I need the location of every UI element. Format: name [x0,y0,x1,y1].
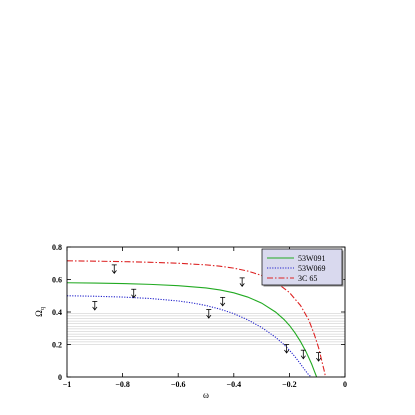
series-line-1 [66,295,312,378]
x-tick-label: −0.6 [171,380,186,389]
x-tick-label: −0.2 [282,380,297,389]
upper-limit-arrow [220,296,226,307]
series-layer [66,260,327,378]
x-tick-label: 0 [343,380,347,389]
upper-limit-arrow [239,277,245,288]
upper-limit-arrow [300,349,306,360]
upper-limit-arrow [206,309,212,319]
y-axis-label: Ωq [34,307,46,317]
upper-limit-arrow [316,352,322,362]
y-axis-label-main: Ω [34,310,44,317]
y-tick-label: 0.2 [52,341,62,350]
legend-box [261,248,343,286]
legend-label-2: 3C 65 [298,274,317,283]
upper-limit-arrow [284,344,290,354]
upper-limit-arrow [131,288,137,299]
x-tick-label: −0.4 [227,380,242,389]
y-tick-label: 0 [58,373,62,382]
upper-limit-arrow [92,301,98,311]
axis-ticks [66,246,346,378]
series-line-2 [66,260,327,378]
x-axis-label: ω [203,390,209,400]
legend-label-1: 53W069 [298,264,326,273]
x-tick-label: −1 [63,380,72,389]
series-line-0 [66,282,318,378]
tick-labels: −1 −0.8 −0.6 −0.4 −0.2 0 0 0.2 0.4 0.6 0.8 [52,243,347,389]
shaded-band [67,313,345,345]
legend-label-0: 53W091 [298,254,326,263]
x-tick-label: −0.8 [115,380,130,389]
y-tick-label: 0.6 [52,276,62,285]
y-tick-label: 0.4 [52,308,62,317]
y-axis-label-sub: q [40,307,46,310]
upper-limit-arrows [92,264,322,362]
upper-limit-arrow [111,264,117,275]
y-tick-label: 0.8 [52,243,62,252]
